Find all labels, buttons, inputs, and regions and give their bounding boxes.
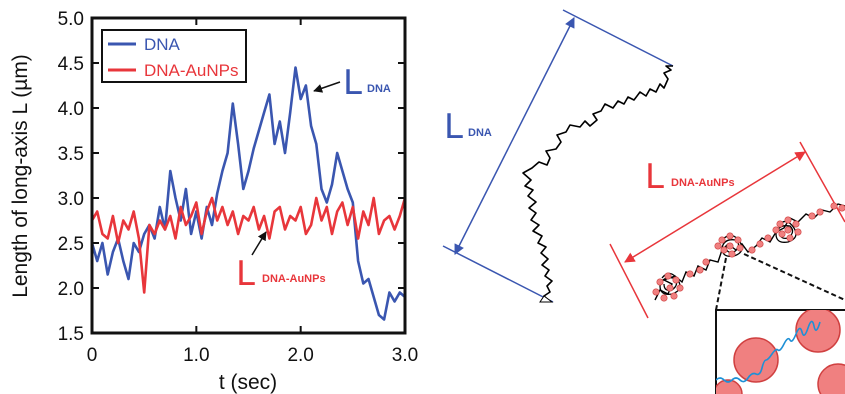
x-tick-label-3: 3.0 [392,345,418,366]
annotation-l-dna-aunps: L DNA-AuNPs [236,231,326,294]
y-tick-label-4: 3.5 [58,144,84,165]
annotation-l-dna-main: L [343,63,362,103]
annotation-arrow-dna-aunps [251,231,267,256]
aunp-bead-13 [720,246,728,254]
legend: DNA DNA-AuNPs [101,29,247,83]
y-tick-label-5: 4.0 [58,99,84,120]
y-tick-label-7: 5.0 [58,9,84,30]
aunp-bead-30 [830,202,838,210]
annotation-l-dna-aunps-main: L [236,254,255,294]
aunp-bead-26 [748,246,756,254]
legend-label-dna-aunps: DNA-AuNPs [144,61,238,80]
annotation-l-dna-aunps-sub: DNA-AuNPs [262,273,326,285]
aunp-bead-14 [714,242,722,250]
y-tick-label-2: 2.5 [58,234,84,255]
aunp-bead-6 [652,288,660,296]
aunp-bead-3 [676,284,684,292]
schematic-dna: L DNA [442,9,674,303]
legend-label-dna: DNA [144,35,181,54]
plot-area: 0 1.0 2.0 3.0 1.5 2.0 2.5 3.0 3.5 4.0 4.5 5.0 t (se… [9,9,418,394]
schematic-dna-aunps: L DNA-AuNPs [609,141,845,394]
x-tick-label-1: 1.0 [183,345,209,366]
aunp-bead-7 [666,284,674,292]
y-tick-label-1: 2.0 [58,279,84,300]
y-tick-label-6: 4.5 [58,54,84,75]
aunp-bead-2 [672,276,680,284]
aunp-bead-21 [778,230,786,238]
tick-label-layer: 0 1.0 2.0 3.0 1.5 2.0 2.5 3.0 3.5 4.0 4.5 5.0 [58,9,419,366]
zoom-line-left [715,257,727,311]
x-axis-title: t (sec) [219,371,277,394]
dna-strand-end-cap [539,295,554,303]
aunp-bead-24 [696,266,704,274]
schematic-l-dna-sub: DNA [468,127,492,139]
plot-frame [90,16,407,335]
series-layer [92,66,405,321]
legend-box [101,29,247,83]
inset-nanoparticle-1 [795,310,841,353]
aunp-bead-22 [772,226,780,234]
y-tick-label-3: 3.0 [58,189,84,210]
aunp-bead-33 [764,234,772,242]
aunp-bead-20 [786,234,794,242]
schematic-l-dna-aunps-main: L [645,157,664,197]
dna-extent-tick-bottom [442,245,554,303]
annotation-l-dna: L DNA [313,63,391,103]
aunp-bead-28 [808,212,816,220]
aunp-bead-8 [718,236,726,244]
inset-nanoparticle-3 [817,363,845,394]
inset-nanoparticle-4 [716,379,743,394]
dna-extent-tick-top [562,9,674,67]
zoom-inset [715,309,845,394]
inset-dna-strand [716,320,821,383]
aunp-bead-1 [664,272,672,280]
inset-nanoparticle-2 [733,337,779,383]
aunp-length-arrow [624,151,806,263]
aunp-bead-16 [776,220,784,228]
aunp-bead-19 [794,228,802,236]
aunp-bead-27 [756,240,764,248]
aunp-bead-23 [784,226,792,234]
aunp-extent-tick-left [609,243,649,319]
schematic-l-dna-main: L [444,107,463,147]
aunp-bead-4 [670,292,678,300]
aunp-bead-15 [726,242,734,250]
aunp-bead-12 [728,250,736,258]
annotation-l-dna-sub: DNA [367,83,391,95]
zoom-line-right [743,253,845,301]
aunp-bead-29 [816,208,824,216]
aunp-bead-10 [734,236,742,244]
aunp-bead-9 [726,232,734,240]
tick-layer [91,17,406,334]
dna-strand [522,65,673,301]
y-axis-title: Length of long-axis L (µm) [9,54,32,298]
dna-length-arrow [454,17,575,255]
aunp-bead-5 [660,294,668,302]
aunp-bead-0 [656,278,664,286]
aunp-bead-32 [686,270,694,278]
aunp-bead-18 [792,220,800,228]
aunp-bead-25 [702,258,710,266]
series-line-dna-aunps [92,196,405,294]
annotation-arrow-dna [313,81,341,93]
series-line-dna [92,66,405,321]
aunp-clusters [652,202,845,302]
aunp-bead-11 [736,244,744,252]
aunp-bead-17 [784,216,792,224]
schematic-l-dna-aunps-sub: DNA-AuNPs [671,177,735,189]
x-tick-label-2: 2.0 [287,345,313,366]
aunp-extent-tick-right [799,141,845,223]
x-tick-label-0: 0 [87,345,98,366]
aunp-bead-31 [838,204,845,212]
y-tick-label-0: 1.5 [58,324,84,345]
